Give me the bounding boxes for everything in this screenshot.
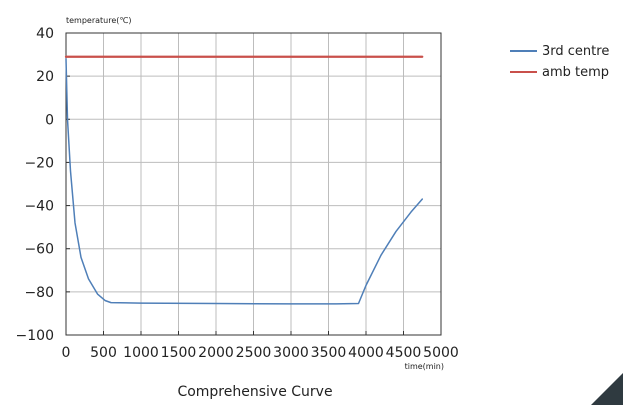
x-tick-label: 3500 [311, 345, 347, 361]
y-tick-label: 0 [45, 112, 54, 128]
y-tick-label: −100 [16, 328, 54, 344]
y-tick-label: 40 [36, 26, 54, 42]
x-tick-label: 4000 [348, 345, 384, 361]
x-tick-label: 500 [90, 345, 117, 361]
y-tick-label: −60 [24, 242, 54, 258]
grid-lines [65, 32, 442, 336]
legend-label: amb temp [542, 65, 609, 80]
legend-label: 3rd centre [542, 44, 609, 59]
x-tick-label: 1500 [161, 345, 197, 361]
x-tick-label: 0 [62, 345, 71, 361]
legend: 3rd centre amb temp [510, 44, 609, 80]
y-tick-label: −80 [24, 285, 54, 301]
axes: 0 500 1000 1500 2000 2500 3000 3500 4000 4500 5000… [16, 26, 459, 361]
x-tick-label: 3000 [273, 345, 309, 361]
y-axis-label: temperature(℃) [66, 16, 132, 25]
y-tick-label: −20 [24, 155, 54, 171]
x-tick-label: 2500 [236, 345, 272, 361]
series-lines [64, 55, 424, 305]
plot-frame [65, 32, 442, 336]
x-tick-label: 4500 [386, 345, 422, 361]
x-tick-label: 5000 [423, 345, 459, 361]
x-axis-label: time(min) [405, 362, 444, 371]
series-line-0 [65, 58, 423, 305]
corner-mark [591, 373, 623, 405]
y-tick-label: 20 [36, 69, 54, 85]
x-tick-label: 1000 [123, 345, 159, 361]
x-tick-label: 2000 [198, 345, 234, 361]
chart-title: Comprehensive Curve [177, 384, 332, 400]
y-tick-label: −40 [24, 199, 54, 215]
